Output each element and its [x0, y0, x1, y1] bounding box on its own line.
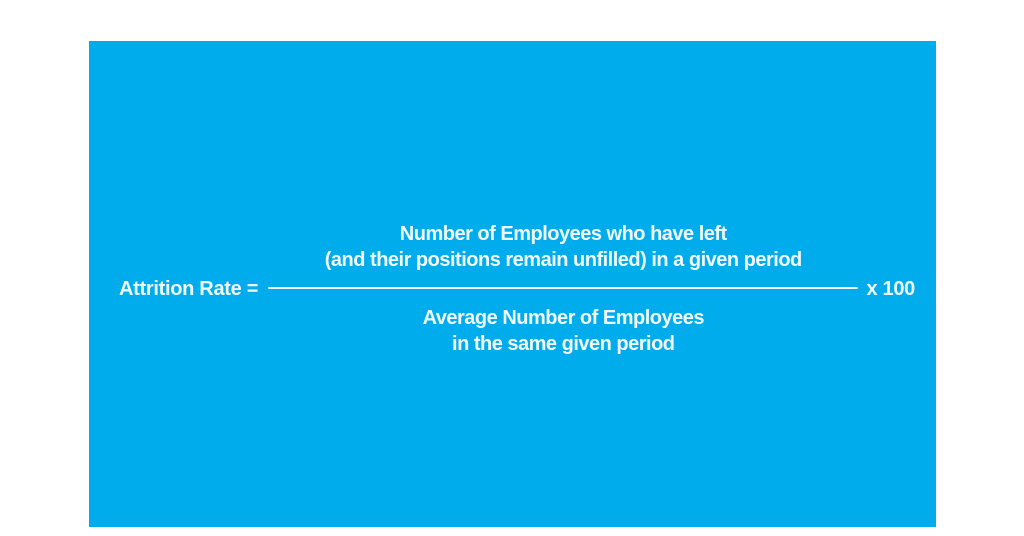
attrition-rate-formula: Attrition Rate = Number of Employees who…: [89, 221, 936, 357]
denominator-line-2: in the same given period: [452, 333, 675, 355]
formula-multiplier-label: x 100: [866, 277, 915, 300]
fraction-divider-line: [268, 287, 859, 289]
denominator-line-1: Average Number of Employees: [422, 307, 705, 329]
numerator-line-1: Number of Employees who have left: [399, 223, 727, 245]
formula-lhs-label: Attrition Rate =: [119, 277, 259, 300]
formula-denominator: Average Number of Employees in the same …: [422, 305, 705, 357]
formula-fraction: Number of Employees who have left (and t…: [268, 221, 859, 357]
formula-numerator: Number of Employees who have left (and t…: [324, 221, 803, 273]
numerator-line-2: (and their positions remain unfilled) in…: [324, 249, 803, 271]
attrition-formula-card: Attrition Rate = Number of Employees who…: [89, 41, 936, 527]
